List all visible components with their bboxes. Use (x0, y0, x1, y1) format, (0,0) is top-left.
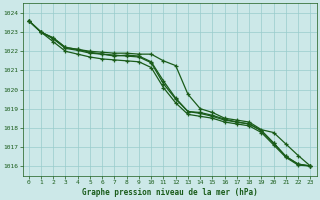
X-axis label: Graphe pression niveau de la mer (hPa): Graphe pression niveau de la mer (hPa) (82, 188, 258, 197)
